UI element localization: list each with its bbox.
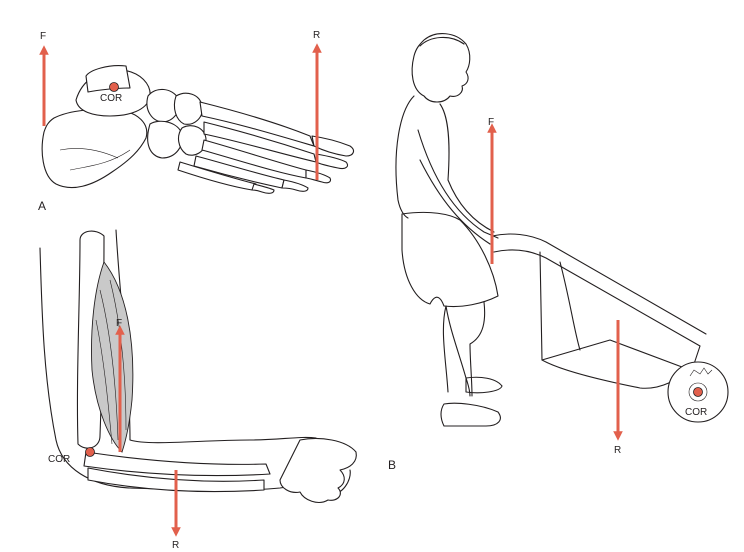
barrow-cor-point — [693, 387, 703, 397]
panel-a-label: A — [38, 199, 46, 213]
panel-b-label: B — [388, 458, 396, 472]
barrow-cor-label: COR — [685, 407, 707, 418]
barrow-force-label: F — [488, 117, 494, 128]
foot-illustration — [41, 65, 355, 194]
wheelbarrow-illustration — [491, 233, 729, 423]
foot-cor-label: COR — [100, 93, 122, 104]
arm-force-label: F — [116, 318, 122, 329]
person-illustration — [395, 33, 503, 427]
arm-cor-point — [85, 447, 95, 457]
barrow-resistance-label: R — [614, 445, 621, 456]
foot-resistance-label: R — [313, 30, 320, 41]
foot-force-label: F — [40, 31, 46, 42]
arm-illustration — [39, 229, 357, 503]
arm-resistance-label: R — [172, 540, 179, 551]
arm-cor-label: COR — [48, 454, 70, 465]
foot-cor-point — [109, 82, 119, 92]
